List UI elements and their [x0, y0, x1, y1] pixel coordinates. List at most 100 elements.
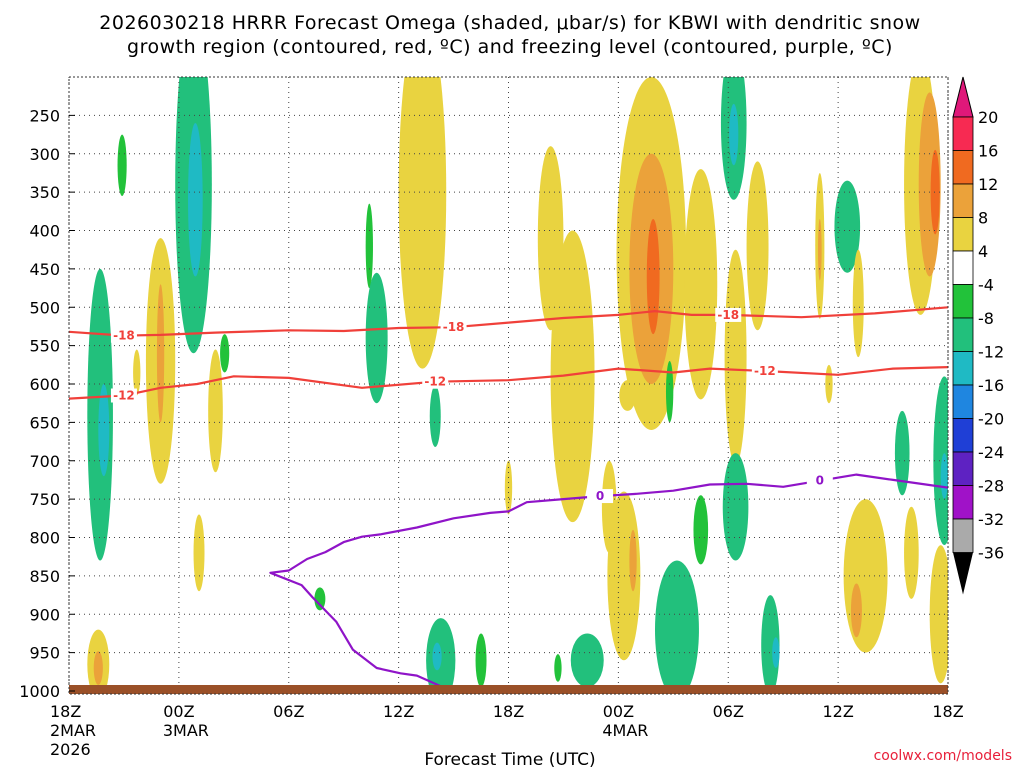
omega-cell: [365, 272, 388, 404]
x-tick-label: 00Z: [603, 702, 634, 721]
colorbar-segment: [952, 317, 974, 352]
x-tick-date: 4MAR: [602, 721, 648, 740]
colorbar-segment: [952, 217, 974, 252]
colorbar-top-arrow: [952, 76, 974, 118]
omega-cell: [314, 587, 326, 611]
omega-cell: [93, 651, 103, 685]
omega-cell: [220, 334, 230, 373]
omega-cell: [117, 134, 127, 196]
contour-label-bg: [751, 363, 778, 378]
contour-label: 0: [596, 489, 604, 503]
omega-cell: [550, 230, 595, 523]
colorbar-label: 8: [978, 209, 988, 228]
omega-cell: [843, 499, 888, 653]
omega-cell: [852, 249, 864, 358]
omega-cell: [684, 169, 718, 400]
omega-cell: [365, 203, 373, 289]
omega-cell: [655, 560, 699, 691]
y-tick-label: 600: [29, 375, 60, 394]
colorbar-label: -36: [978, 544, 1004, 563]
omega-cell: [825, 364, 833, 404]
omega-cell: [188, 123, 203, 277]
colorbar-label: 16: [978, 142, 998, 161]
contour-label-bg: [110, 388, 137, 403]
y-tick-label: 950: [29, 644, 60, 663]
y-tick-label: 300: [29, 145, 60, 164]
contour-label: -12: [113, 389, 135, 403]
x-tick-label: 00Z: [163, 702, 194, 721]
omega-cell: [432, 642, 442, 671]
omega-cell: [722, 453, 749, 561]
omega-cell: [429, 385, 441, 447]
omega-cell: [619, 380, 636, 411]
omega-cell: [156, 284, 165, 423]
omega-cell: [193, 514, 205, 592]
y-tick-label: 650: [29, 413, 60, 432]
contour-label-bg: [587, 489, 614, 504]
colorbar-segment: [952, 150, 974, 185]
contour-label-bg: [806, 473, 833, 488]
x-tick-label: 06Z: [273, 702, 304, 721]
plot-area: -18 -18 -18 -12 -12 -12 0 0: [68, 76, 949, 695]
colorbar-segment: [952, 485, 974, 520]
contour-label: -12: [754, 364, 776, 378]
colorbar-bottom-arrow: [953, 552, 973, 595]
x-tick-label: 12Z: [822, 702, 853, 721]
colorbar-segment: [952, 384, 974, 419]
colorbar-label: -28: [978, 477, 1004, 496]
x-tick-label: 18Z: [932, 702, 963, 721]
colorbar-segment: [952, 351, 974, 386]
y-tick-label: 400: [29, 222, 60, 241]
colorbar-segment: [952, 183, 974, 218]
x-tick-label: 18Z: [50, 702, 81, 721]
contour-label: -18: [113, 329, 135, 343]
colorbar-label: -8: [978, 309, 994, 328]
y-tick-label: 800: [29, 529, 60, 548]
contour-label-bg: [422, 374, 449, 389]
omega-cell: [724, 249, 747, 465]
contour-line--12: [69, 366, 948, 400]
y-tick-label: 550: [29, 337, 60, 356]
omega-cell: [570, 633, 604, 688]
omega-cell: [729, 103, 739, 166]
y-tick-label: 700: [29, 452, 60, 471]
colorbar-label: 4: [978, 242, 988, 261]
x-tick-date: 3MAR: [163, 721, 209, 740]
omega-cell: [772, 637, 780, 668]
colorbar-label: -16: [978, 376, 1004, 395]
x-tick-label: 12Z: [383, 702, 414, 721]
chart-title-line1: 2026030218 HRRR Forecast Omega (shaded, …: [99, 12, 920, 34]
omega-cell: [817, 218, 822, 281]
contour-line--18: [69, 306, 948, 337]
colorbar-segment: [952, 250, 974, 285]
omega-cell: [930, 149, 940, 235]
colorbar-label: -4: [978, 276, 994, 295]
colorbar-label: -20: [978, 410, 1004, 429]
x-tick-date: 2MAR: [50, 721, 96, 740]
omega-cell: [629, 529, 637, 592]
omega-cell: [904, 506, 919, 599]
credit-link[interactable]: coolwx.com/models: [874, 748, 1012, 764]
omega-cell: [98, 384, 110, 477]
omega-cell: [850, 583, 862, 638]
chart-title-line2: growth region (contoured, red, ºC) and f…: [127, 36, 893, 58]
x-tick-year: 2026: [50, 740, 91, 759]
omega-cell: [665, 360, 674, 423]
omega-cell: [929, 545, 948, 684]
y-tick-label: 1000: [19, 682, 60, 701]
contour-label: -12: [424, 375, 446, 389]
omega-cell: [208, 349, 223, 473]
x-tick-label: 18Z: [493, 702, 524, 721]
omega-cell: [834, 180, 861, 273]
colorbar-label: -12: [978, 343, 1004, 362]
omega-cell: [398, 77, 447, 369]
y-tick-label: 500: [29, 298, 60, 317]
colorbar-segment: [952, 451, 974, 486]
y-tick-label: 350: [29, 183, 60, 202]
x-axis-label: Forecast Time (UTC): [424, 750, 595, 768]
omega-cell: [646, 218, 660, 335]
y-axis-ticks: 250 300 350 400 450 500 550 600 650 700 750 800 850 9…: [19, 106, 75, 701]
y-tick-label: 750: [29, 490, 60, 509]
